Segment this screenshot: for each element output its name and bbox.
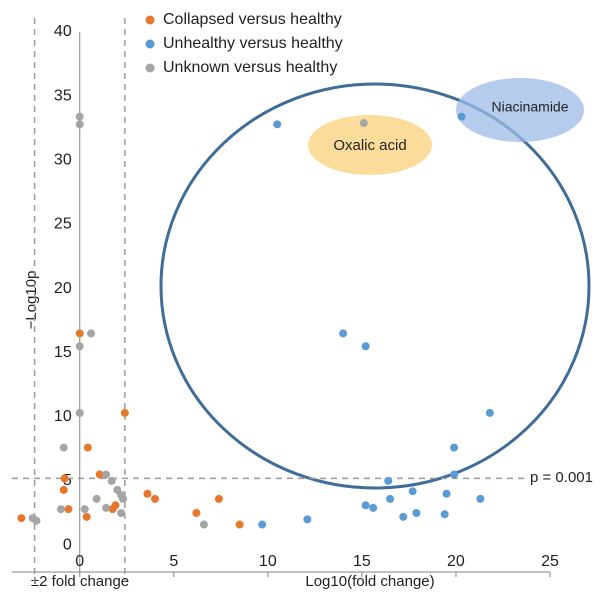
legend-marker: [145, 39, 155, 49]
point: [59, 485, 68, 494]
point: [95, 470, 104, 479]
y-tick-label: 15: [54, 344, 72, 361]
x-tick-label: 25: [541, 553, 559, 570]
annotation-bubble: [308, 115, 432, 175]
legend-label: Collapsed versus healthy: [163, 11, 342, 28]
point: [339, 329, 348, 338]
point: [408, 487, 417, 496]
point: [384, 476, 393, 485]
annotation: Niacinamide: [491, 99, 568, 115]
point: [83, 443, 92, 452]
point: [235, 520, 244, 529]
point: [102, 503, 111, 512]
point: [359, 119, 368, 128]
legend-marker: [145, 15, 155, 25]
point: [361, 501, 370, 510]
x-tick-label: 20: [447, 553, 465, 570]
point: [64, 505, 73, 514]
point: [107, 476, 116, 485]
point: [192, 508, 201, 517]
fold-change-label: ±2 fold change: [31, 573, 129, 590]
legend-label: Unhealthy versus healthy: [163, 35, 343, 52]
y-tick-label: 0: [63, 536, 72, 553]
point: [117, 508, 126, 517]
point: [102, 470, 111, 479]
point: [17, 514, 26, 523]
point: [361, 342, 370, 351]
point: [440, 510, 449, 519]
point: [369, 503, 378, 512]
point: [75, 342, 84, 351]
y-tick-label: 40: [54, 23, 72, 40]
point: [75, 120, 84, 129]
x-axis-label: Log10(fold change): [305, 573, 434, 590]
point: [75, 329, 84, 338]
point: [199, 520, 208, 529]
y-tick-label: 35: [54, 87, 72, 104]
point: [75, 408, 84, 417]
point: [143, 489, 152, 498]
point: [59, 443, 68, 452]
point: [118, 494, 127, 503]
point: [442, 489, 451, 498]
x-tick-label: 0: [75, 553, 84, 570]
point: [56, 505, 65, 514]
point: [450, 443, 459, 452]
point: [258, 520, 267, 529]
x-tick-label: 10: [259, 553, 277, 570]
point: [87, 329, 96, 338]
point: [32, 516, 41, 525]
point: [60, 474, 69, 483]
point: [303, 515, 312, 524]
point: [82, 512, 91, 521]
y-tick-label: 30: [54, 151, 72, 168]
x-tick-label: 15: [353, 553, 371, 570]
point: [92, 494, 101, 503]
legend-marker: [145, 63, 155, 73]
point: [412, 508, 421, 517]
point: [75, 112, 84, 121]
point: [273, 120, 282, 129]
point: [111, 501, 120, 510]
y-tick-label: 10: [54, 408, 72, 425]
point: [457, 112, 466, 121]
point: [476, 494, 485, 503]
y-tick-label: 20: [54, 280, 72, 297]
point: [399, 512, 408, 521]
p-threshold-label: p = 0.001: [530, 469, 593, 486]
annotation: Oxalic acid: [333, 137, 406, 154]
point: [485, 408, 494, 417]
highlight-circle: [159, 82, 591, 490]
point: [80, 505, 89, 514]
point: [214, 494, 223, 503]
annotation-bubble: [456, 78, 584, 142]
y-axis-label: −Log10p: [23, 271, 40, 330]
point: [386, 494, 395, 503]
legend-label: Unknown versus healthy: [163, 59, 337, 76]
point: [450, 470, 459, 479]
point: [150, 494, 159, 503]
y-tick-label: 25: [54, 216, 72, 233]
x-tick-label: 5: [169, 553, 178, 570]
point: [120, 408, 129, 417]
